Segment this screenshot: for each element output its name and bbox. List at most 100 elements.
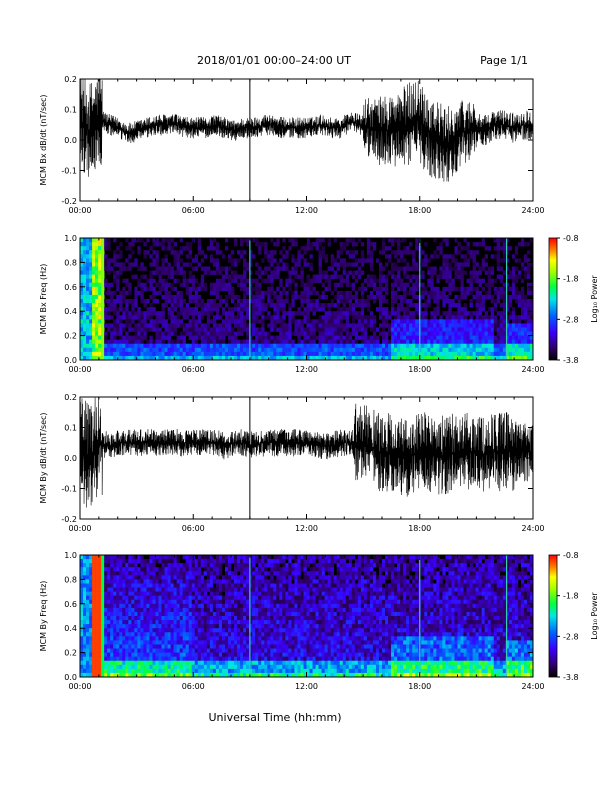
heatmap-cell — [529, 351, 534, 357]
heatmap-cell — [227, 351, 232, 357]
heatmap-cell — [321, 355, 325, 361]
heatmap-cell — [101, 250, 105, 255]
heatmap-cell — [188, 355, 193, 361]
heatmap-cell — [200, 599, 205, 605]
heatmap-cell — [291, 331, 295, 336]
heatmap-cell — [158, 347, 162, 353]
heatmap-cell — [116, 636, 120, 641]
heatmap-cell — [378, 286, 383, 292]
heatmap-cell — [493, 299, 498, 304]
heatmap-cell — [427, 299, 431, 304]
heatmap-cell — [83, 266, 87, 271]
heatmap-cell — [206, 266, 211, 271]
heatmap-cell — [182, 656, 186, 662]
heatmap-cell — [137, 327, 141, 332]
heatmap-cell — [182, 672, 186, 678]
heatmap-cell — [243, 351, 247, 357]
heatmap-cell — [306, 278, 310, 284]
heatmap-cell — [267, 278, 271, 284]
heatmap-cell — [357, 327, 362, 332]
heatmap-cell — [134, 603, 138, 609]
heatmap-cell — [86, 270, 90, 275]
heatmap-cell — [110, 266, 114, 271]
heatmap-cell — [502, 270, 507, 275]
heatmap-cell — [276, 266, 280, 271]
heatmap-cell — [212, 270, 217, 275]
heatmap-cell — [188, 672, 193, 678]
heatmap-cell — [514, 290, 519, 296]
heatmap-cell — [427, 335, 431, 340]
heatmap-cell — [243, 307, 247, 312]
heatmap-cell — [409, 274, 413, 279]
heatmap-cell — [191, 311, 196, 316]
heatmap-cell — [182, 579, 186, 584]
heatmap-cell — [209, 567, 214, 572]
panel-3-trace — [79, 397, 534, 519]
heatmap-cell — [502, 299, 507, 304]
heatmap-cell — [227, 575, 232, 580]
heatmap-cell — [372, 319, 377, 324]
heatmap-cell — [433, 290, 437, 296]
heatmap-cell — [288, 307, 292, 312]
heatmap-cell — [194, 347, 199, 353]
x-tick-label: 06:00 — [182, 365, 205, 374]
heatmap-cell — [194, 335, 199, 340]
heatmap-cell — [442, 254, 446, 259]
heatmap-cell — [218, 587, 223, 592]
heatmap-cell — [448, 278, 452, 284]
heatmap-cell — [137, 652, 141, 657]
heatmap-cell — [227, 599, 232, 605]
heatmap-cell — [240, 286, 244, 292]
heatmap-cell — [143, 299, 147, 304]
heatmap-cell — [306, 286, 310, 292]
heatmap-cell — [397, 343, 401, 349]
heatmap-cell — [92, 242, 96, 247]
heatmap-cell — [110, 567, 114, 572]
heatmap-cell — [502, 335, 507, 340]
heatmap-cell — [484, 282, 488, 288]
heatmap-cell — [288, 311, 292, 316]
heatmap-cell — [158, 599, 162, 605]
heatmap-cell — [415, 351, 419, 357]
heatmap-cell — [125, 579, 129, 584]
heatmap-cell — [514, 331, 519, 336]
heatmap-cell — [218, 640, 223, 645]
heatmap-cell — [221, 648, 226, 653]
heatmap-cell — [478, 303, 482, 308]
heatmap-cell — [164, 664, 168, 670]
heatmap-cell — [508, 351, 513, 357]
heatmap-cell — [83, 307, 87, 312]
heatmap-cell — [176, 339, 180, 345]
heatmap-cell — [218, 579, 223, 584]
heatmap-cell — [218, 607, 223, 613]
heatmap-cell — [119, 563, 123, 568]
heatmap-cell — [116, 607, 120, 613]
heatmap-cell — [83, 583, 87, 588]
heatmap-cell — [270, 347, 274, 353]
heatmap-cell — [231, 307, 235, 312]
x-axis-title: Universal Time (hh:mm) — [209, 711, 342, 724]
heatmap-cell — [170, 579, 174, 584]
heatmap-cell — [463, 319, 467, 324]
heatmap-cell — [101, 595, 105, 601]
heatmap-cell — [125, 266, 129, 271]
heatmap-cell — [436, 327, 440, 332]
heatmap-cell — [107, 238, 111, 243]
heatmap-cell — [472, 355, 476, 361]
heatmap-cell — [209, 652, 214, 657]
heatmap-cell — [83, 563, 87, 568]
heatmap-cell — [529, 299, 534, 304]
heatmap-cell — [218, 286, 223, 292]
heatmap-cell — [529, 290, 534, 296]
heatmap-cell — [212, 599, 217, 605]
heatmap-cell — [131, 250, 135, 255]
heatmap-cell — [170, 286, 174, 292]
heatmap-cell — [95, 555, 99, 560]
heatmap-cell — [149, 652, 153, 657]
heatmap-cell — [243, 327, 247, 332]
heatmap-cell — [134, 652, 138, 657]
heatmap-cell — [122, 278, 126, 284]
heatmap-cell — [113, 664, 117, 670]
heatmap-cell — [104, 559, 108, 564]
heatmap-cell — [128, 555, 132, 560]
